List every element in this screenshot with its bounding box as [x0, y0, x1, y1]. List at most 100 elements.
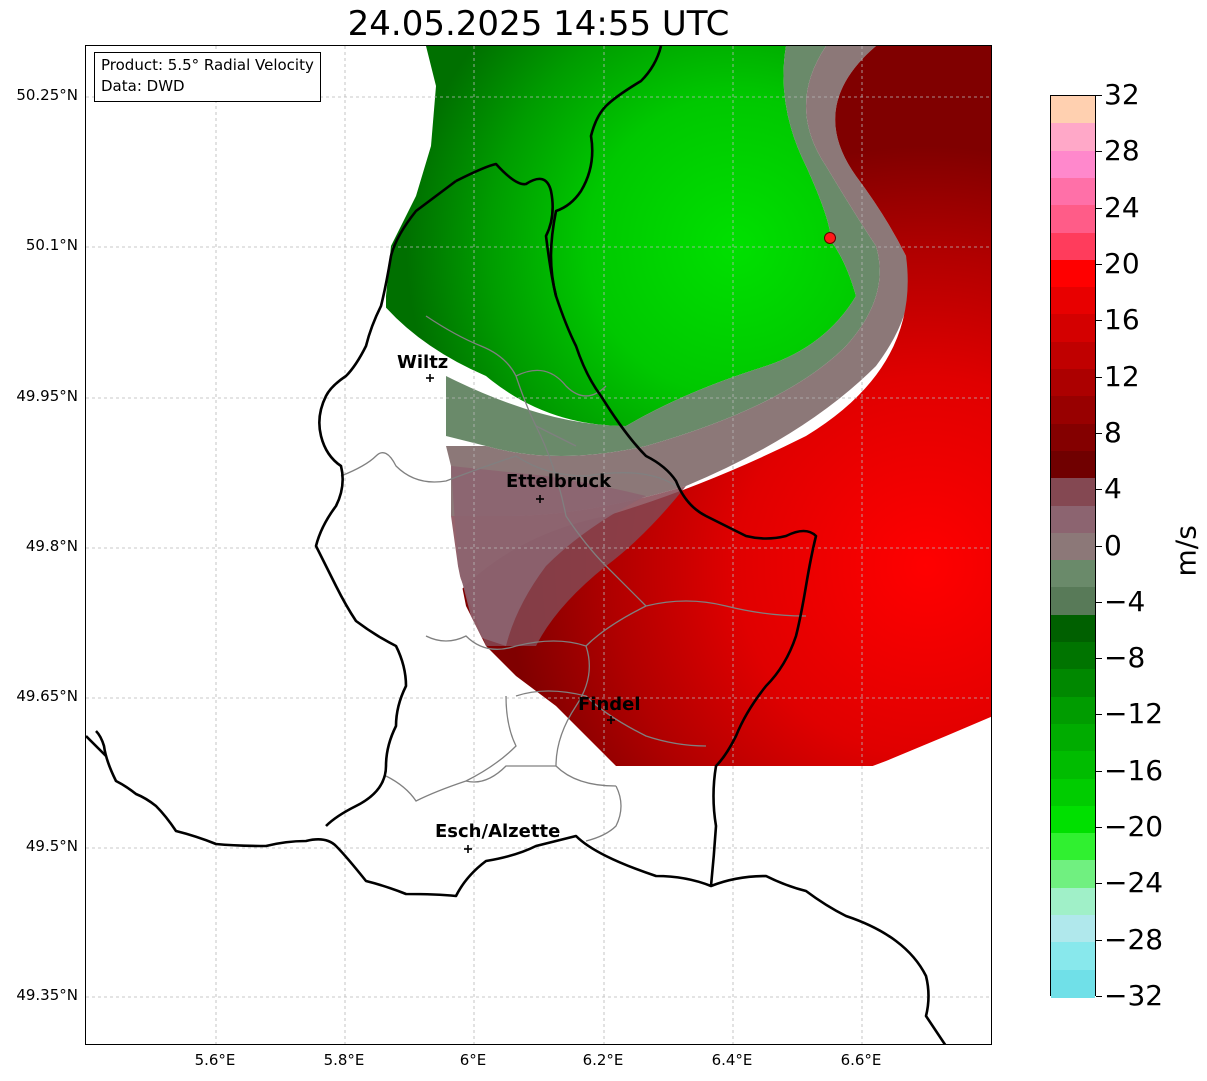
colorbar-tick	[1096, 151, 1102, 153]
colorbar-tick-label: 24	[1104, 190, 1140, 224]
colorbar-unit-label: m/s	[1166, 525, 1206, 586]
colorbar-tick	[1096, 883, 1102, 885]
lat-tick-label: 50.25°N	[16, 86, 78, 104]
colorbar-tick-label: 28	[1104, 134, 1140, 168]
colorbar-tick	[1096, 939, 1102, 941]
velocity-colorbar	[1050, 95, 1096, 998]
colorbar-tick	[1096, 489, 1102, 491]
map-title: 24.05.2025 14:55 UTC	[347, 4, 730, 44]
zero-velocity-band	[446, 46, 880, 456]
lon-tick-label: 6.2°E	[582, 1051, 624, 1069]
colorbar-unit-text: m/s	[1169, 525, 1203, 577]
colorbar-segment	[1051, 450, 1095, 479]
colorbar-segment	[1051, 751, 1095, 780]
near-zero-band	[446, 46, 910, 516]
colorbar-segment	[1051, 287, 1095, 315]
colorbar-tick	[1096, 770, 1102, 772]
colorbar-segment	[1051, 887, 1095, 916]
colorbar-tick-label: 12	[1104, 359, 1140, 393]
colorbar-segment	[1051, 642, 1095, 670]
colorbar-segment	[1051, 560, 1095, 589]
colorbar-segment	[1051, 123, 1095, 152]
city-label-esch: Esch/Alzette	[435, 821, 561, 842]
velocity-echo	[386, 46, 991, 766]
colorbar-tick-label: −32	[1104, 979, 1164, 1012]
colorbar-segment	[1051, 942, 1095, 971]
colorbar-tick-label: −16	[1104, 753, 1164, 787]
colorbar-segment	[1051, 232, 1095, 261]
colorbar-segment	[1051, 505, 1095, 534]
colorbar-tick	[1096, 714, 1102, 716]
colorbar-segment	[1051, 805, 1095, 834]
city-marker-ettelbruck	[536, 495, 544, 503]
colorbar-segment	[1051, 259, 1095, 288]
lat-tick-label: 49.95°N	[16, 387, 78, 405]
product-label: Product: 5.5° Radial Velocity	[101, 56, 314, 74]
colorbar-tick	[1096, 320, 1102, 322]
lat-tick-label: 49.65°N	[16, 687, 78, 705]
city-label-ettelbruck: Ettelbruck	[506, 471, 612, 492]
lat-tick-label: 49.5°N	[25, 837, 78, 855]
inbound-velocity-region	[386, 46, 856, 426]
colorbar-tick-label: 20	[1104, 246, 1140, 280]
lon-tick-label: 5.6°E	[194, 1051, 236, 1069]
colorbar-tick	[1096, 601, 1102, 603]
colorbar-segment	[1051, 532, 1095, 561]
lon-tick-label: 6.6°E	[840, 1051, 882, 1069]
colorbar-segment	[1051, 423, 1095, 452]
colorbar-tick	[1096, 658, 1102, 660]
colorbar-tick-label: 16	[1104, 303, 1140, 337]
mauve-zone	[451, 466, 646, 646]
lat-tick-label: 49.35°N	[16, 986, 78, 1004]
colorbar-tick	[1096, 263, 1102, 265]
colorbar-tick-label: −8	[1104, 641, 1146, 675]
colorbar-tick-label: 4	[1104, 472, 1122, 506]
colorbar-tick-label: −12	[1104, 697, 1164, 731]
lat-tick-label: 49.8°N	[25, 537, 78, 555]
colorbar-segment	[1051, 778, 1095, 807]
colorbar-segment	[1051, 314, 1095, 343]
colorbar-tick	[1096, 95, 1102, 96]
colorbar-segment	[1051, 478, 1095, 507]
colorbar-tick	[1096, 996, 1102, 997]
colorbar-segment	[1051, 915, 1095, 943]
city-label-findel: Findel	[578, 694, 641, 715]
canton-borders	[340, 315, 807, 842]
city-marker-wiltz	[426, 374, 434, 382]
colorbar-segment	[1051, 150, 1095, 179]
colorbar-tick-label: 32	[1104, 78, 1140, 111]
colorbar-tick	[1096, 376, 1102, 378]
colorbar-segment	[1051, 696, 1095, 725]
colorbar-segment	[1051, 969, 1095, 998]
colorbar-segment	[1051, 833, 1095, 862]
lon-tick-label: 5.8°E	[323, 1051, 365, 1069]
city-marker-findel	[607, 716, 615, 724]
colorbar-segment	[1051, 341, 1095, 370]
colorbar-segment	[1051, 614, 1095, 643]
data-source-label: Data: DWD	[101, 77, 185, 95]
colorbar-tick-label: 0	[1104, 528, 1122, 562]
colorbar-tick-label: 8	[1104, 415, 1122, 449]
city-marker-esch	[464, 845, 472, 853]
colorbar-tick-label: −24	[1104, 866, 1164, 900]
colorbar-tick-label: −20	[1104, 810, 1164, 844]
city-label-wiltz: Wiltz	[397, 352, 449, 373]
colorbar-segment	[1051, 96, 1095, 124]
colorbar-segment	[1051, 587, 1095, 616]
colorbar-tick-label: −4	[1104, 584, 1146, 618]
colorbar-segment	[1051, 669, 1095, 698]
city-markers	[426, 374, 615, 853]
colorbar-tick	[1096, 545, 1102, 547]
lon-tick-label: 6.4°E	[711, 1051, 753, 1069]
colorbar-segment	[1051, 396, 1095, 425]
colorbar-segment	[1051, 723, 1095, 752]
lat-tick-label: 50.1°N	[25, 236, 78, 254]
colorbar-tick	[1096, 432, 1102, 434]
national-borders	[86, 46, 947, 1044]
colorbar-segment	[1051, 205, 1095, 234]
radar-marker	[824, 232, 836, 244]
lon-tick-label: 6°E	[459, 1051, 487, 1069]
colorbar-segment	[1051, 860, 1095, 889]
colorbar-tick	[1096, 207, 1102, 209]
colorbar-segment	[1051, 369, 1095, 397]
